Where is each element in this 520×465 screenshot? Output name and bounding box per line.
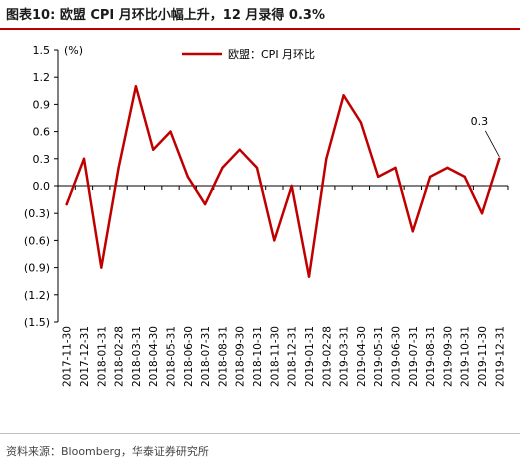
x-tick-label: 2019-10-31 <box>460 326 472 387</box>
x-tick-label: 2019-09-30 <box>442 326 454 387</box>
data-label-leader <box>484 130 500 157</box>
data-label-last: 0.3 <box>471 115 489 128</box>
data-point <box>117 166 120 170</box>
x-tick-label: 2018-08-31 <box>217 326 229 387</box>
data-point <box>463 175 466 179</box>
data-point <box>411 230 415 233</box>
x-tick-label: 2018-04-30 <box>148 326 160 387</box>
y-tick-label: 1.2 <box>33 71 51 84</box>
x-tick-label: 2018-06-30 <box>183 326 195 387</box>
data-point <box>65 202 68 206</box>
x-tick-label: 2018-03-31 <box>131 326 143 387</box>
data-point <box>273 239 276 242</box>
data-point <box>480 212 484 215</box>
x-tick-label: 2018-02-28 <box>114 326 126 387</box>
data-point <box>428 175 432 179</box>
data-point <box>307 275 311 278</box>
x-tick-label: 2019-11-30 <box>477 326 489 387</box>
x-tick-label: 2019-04-30 <box>356 326 368 387</box>
y-tick-label: (0.6) <box>24 234 50 247</box>
data-point <box>255 166 259 170</box>
data-point <box>238 148 241 151</box>
data-point <box>394 166 397 170</box>
data-point <box>221 166 224 170</box>
y-tick-label: 0.0 <box>33 180 51 193</box>
series-line <box>65 85 501 278</box>
series-group <box>65 85 501 278</box>
y-tick-label: 0.9 <box>33 98 51 111</box>
y-tick-label: 1.5 <box>33 44 51 57</box>
x-tick-label: 2018-05-31 <box>166 326 178 387</box>
data-point <box>100 266 103 269</box>
legend-label: 欧盟：CPI 月环比 <box>228 48 315 61</box>
x-tick-label: 2018-12-31 <box>287 326 299 387</box>
data-point <box>82 157 86 160</box>
data-point <box>376 175 380 179</box>
x-tick-label: 2019-06-30 <box>391 326 403 387</box>
x-tick-label: 2018-11-30 <box>269 326 281 387</box>
x-tick-label: 2019-05-31 <box>373 326 385 387</box>
data-point <box>290 184 293 188</box>
data-point <box>169 130 172 133</box>
data-point <box>151 148 155 151</box>
source-rule <box>0 433 520 434</box>
legend: 欧盟：CPI 月环比 <box>182 48 315 61</box>
y-tick-label: 0.6 <box>33 126 51 139</box>
x-tick-label: 2019-02-28 <box>321 326 333 387</box>
source-note: 资料来源：Bloomberg，华泰证券研究所 <box>6 445 209 458</box>
x-axis: 2017-11-30 2017-12-31 2018-01-31 2018-02-28… <box>57 185 509 387</box>
y-tick-label: 0.3 <box>33 153 51 166</box>
x-tick-label: 2017-11-30 <box>62 326 74 387</box>
line-chart: 1.5 1.2 0.9 0.6 0.3 0.0 (0.3) (0.6) (0.9) (1.2) (1… <box>24 44 509 387</box>
y-tick-label: (0.3) <box>24 207 50 220</box>
x-tick-label: 2018-09-30 <box>235 326 247 387</box>
data-point <box>203 202 207 206</box>
x-tick-label: 2018-10-31 <box>252 326 264 387</box>
x-tick-label: 2019-01-31 <box>304 326 316 387</box>
x-tick-label: 2019-08-31 <box>425 326 437 387</box>
y-axis: 1.5 1.2 0.9 0.6 0.3 0.0 (0.3) (0.6) (0.9) (1.2) (1… <box>24 44 59 329</box>
data-point <box>446 166 449 170</box>
data-point <box>186 175 190 179</box>
data-point <box>134 85 138 88</box>
y-unit-label: (%) <box>64 44 83 57</box>
x-tick-label: 2017-12-31 <box>79 326 91 387</box>
data-point <box>325 157 328 160</box>
y-tick-label: (0.9) <box>24 262 50 275</box>
figure-title: 图表10: 欧盟 CPI 月环比小幅上升，12 月录得 0.3% <box>6 8 325 23</box>
y-tick-label: (1.2) <box>24 289 50 302</box>
data-point <box>342 94 345 97</box>
data-point <box>498 157 501 160</box>
x-tick-label: 2019-07-31 <box>408 326 420 387</box>
x-tick-label: 2019-03-31 <box>339 326 351 387</box>
data-point <box>359 121 363 124</box>
y-tick-label: (1.5) <box>24 316 50 329</box>
x-tick-label: 2018-07-31 <box>200 326 212 387</box>
x-tick-label: 2018-01-31 <box>96 326 108 387</box>
title-rule <box>0 28 520 30</box>
x-tick-label: 2019-12-31 <box>494 326 506 387</box>
